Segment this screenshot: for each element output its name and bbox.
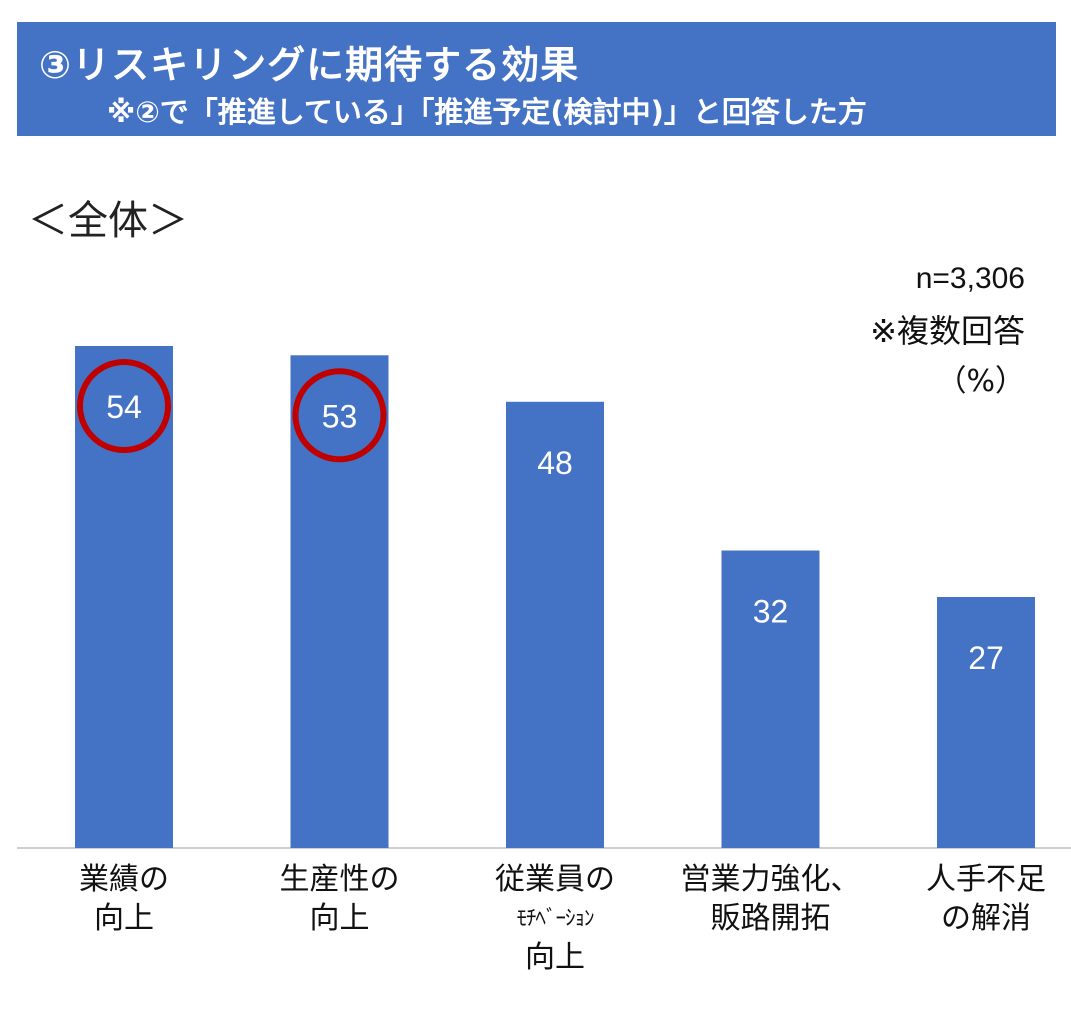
unit-note: （%）	[936, 364, 1025, 399]
data-label-2: 53	[322, 398, 358, 434]
bar-5	[937, 597, 1035, 848]
sample-size-note: n=3,306	[915, 262, 1025, 295]
category-label-1: 業績の 向上	[79, 862, 169, 936]
category-label-5: 人手不足 の解消	[926, 862, 1046, 936]
multiple-answer-note: ※複数回答	[870, 312, 1025, 350]
highlight-circle-1	[77, 359, 171, 453]
category-label-2: 生産性の 向上	[279, 862, 400, 936]
section-label: ＜全体＞	[28, 198, 188, 244]
data-label-5: 27	[968, 640, 1004, 676]
data-label-3: 48	[537, 445, 573, 481]
data-label-1: 54	[106, 389, 142, 425]
chart-title: ③リスキリングに期待する効果	[39, 43, 580, 87]
highlight-circle-2	[292, 368, 387, 463]
category-label-3: 従業員の ﾓﾁﾍﾞｰｼｮﾝ 向上	[495, 862, 615, 975]
data-label-4: 32	[753, 594, 789, 630]
chart-subtitle: ※②で「推進している」「推進予定(検討中)」と回答した方	[107, 95, 867, 129]
bar-1	[75, 346, 173, 848]
bar-3	[506, 401, 604, 848]
bar-4	[721, 550, 820, 848]
category-label-4: 営業力強化、 販路開拓	[680, 862, 861, 936]
chart-header: ③リスキリングに期待する効果 ※②で「推進している」「推進予定(検討中)」と回答…	[17, 22, 1056, 136]
bar-2	[290, 355, 389, 848]
